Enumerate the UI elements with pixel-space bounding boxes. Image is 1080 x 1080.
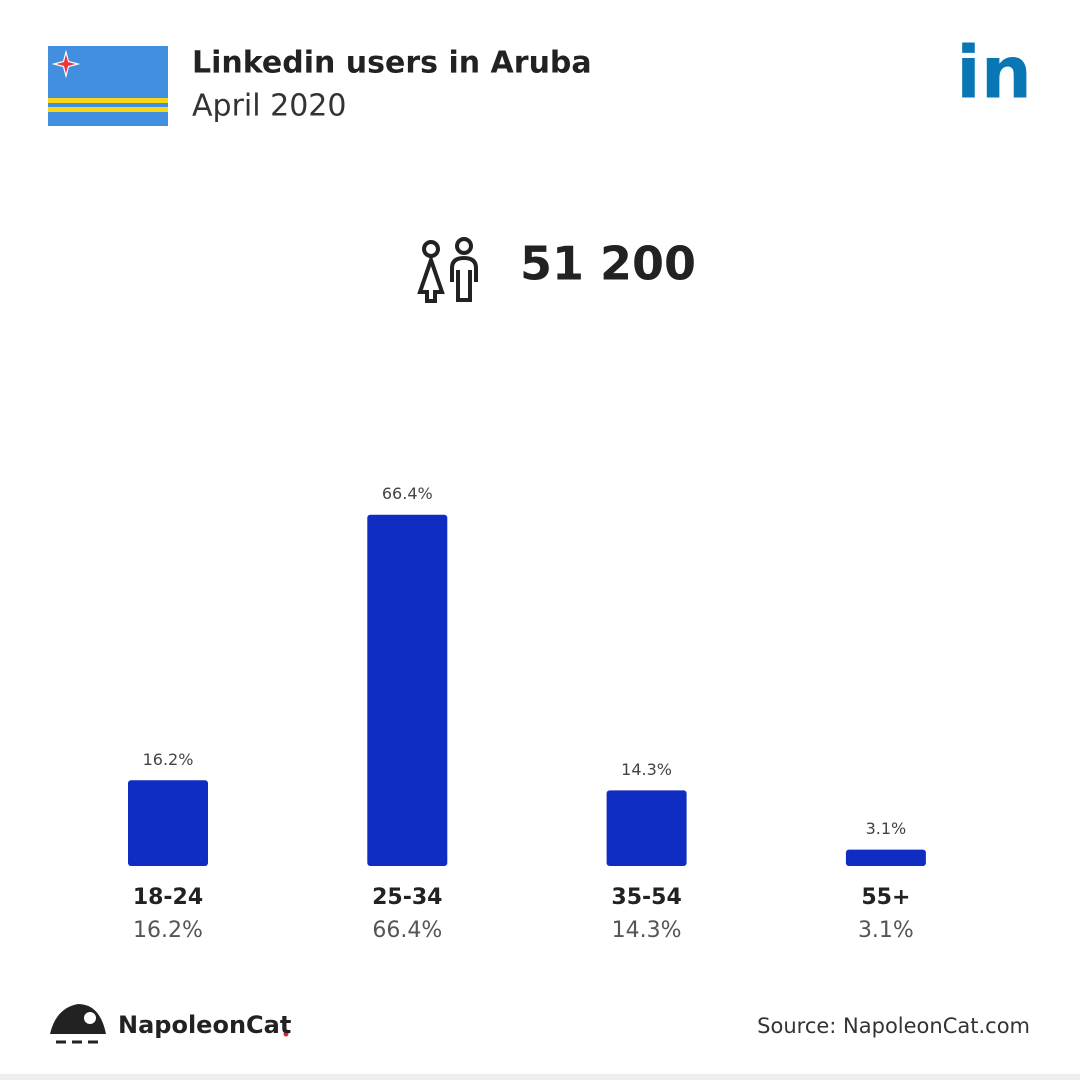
category-label: 18-24 (133, 885, 203, 910)
category-label: 55+ (861, 885, 910, 910)
value-label: 16.2% (143, 750, 194, 769)
brand-logo (50, 1004, 289, 1044)
category-label: 35-54 (611, 885, 681, 910)
value-label: 66.4% (382, 484, 433, 503)
linkedin-logo: in (956, 31, 1032, 115)
bar (367, 514, 448, 866)
category-percent: 66.4% (372, 918, 442, 943)
category-percent: 16.2% (133, 918, 203, 943)
bottom-strip (0, 1074, 1080, 1080)
value-label: 14.3% (621, 760, 672, 779)
category-label: 25-34 (372, 885, 442, 910)
value-label: 3.1% (866, 819, 907, 838)
flag (48, 46, 168, 126)
users-icon (417, 237, 478, 303)
title: Linkedin users in Aruba (192, 46, 592, 81)
total-users: 51 200 (520, 237, 696, 291)
brand: NapoleonCat (118, 1011, 291, 1039)
source: Source: NapoleonCat.com (757, 1014, 1030, 1038)
bar (606, 790, 687, 866)
subtitle: April 2020 (192, 89, 346, 124)
bar (845, 849, 926, 866)
bar (128, 780, 208, 866)
category-percent: 3.1% (858, 918, 914, 943)
category-percent: 14.3% (612, 918, 682, 943)
